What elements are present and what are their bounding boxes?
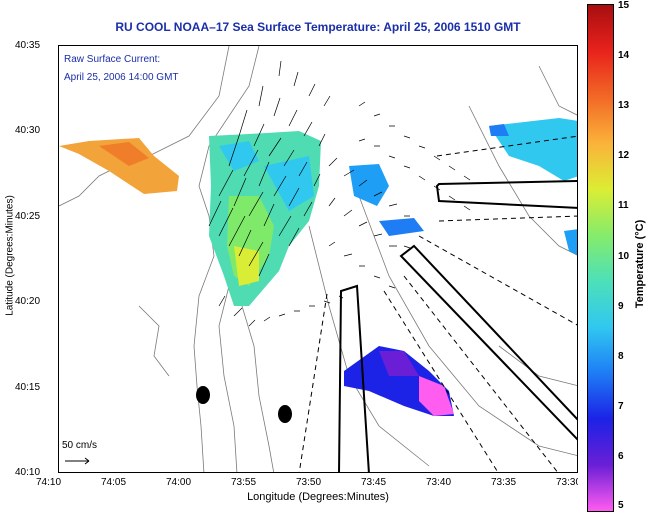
y-tick: 40:15 <box>15 382 41 393</box>
x-tick: 74:10 <box>36 477 62 488</box>
colorbar-tick: 7 <box>618 401 624 412</box>
colorbar-tick: 11 <box>618 200 629 211</box>
x-tick: 73:35 <box>491 477 517 488</box>
overlay-line-2: April 25, 2006 14:00 GMT <box>64 72 179 83</box>
y-tick: 40:10 <box>15 467 41 478</box>
map-plot[interactable]: Raw Surface Current: April 25, 2006 14:0… <box>58 45 578 473</box>
x-tick: 74:05 <box>101 477 127 488</box>
x-tick: 73:50 <box>296 477 322 488</box>
x-tick: 73:55 <box>231 477 257 488</box>
colorbar-tick: 9 <box>618 301 624 312</box>
colorbar-tick: 12 <box>618 150 630 161</box>
x-tick: 73:40 <box>426 477 452 488</box>
map-canvas <box>59 46 577 472</box>
y-tick: 40:25 <box>15 211 41 222</box>
overlay-line-1: Raw Surface Current: <box>64 54 161 65</box>
x-tick: 73:30 <box>556 477 578 488</box>
station-marker <box>196 386 210 404</box>
coastline <box>59 46 577 472</box>
colorbar-tick: 10 <box>618 251 630 262</box>
coverage-outlines <box>298 135 577 472</box>
y-tick: 40:35 <box>15 40 41 51</box>
station-marker <box>278 405 292 423</box>
x-axis-label: Longitude (Degrees:Minutes) <box>247 491 389 503</box>
scale-arrow <box>65 457 90 465</box>
sst-patches <box>59 118 577 416</box>
colorbar-tick: 6 <box>618 451 624 462</box>
y-axis-label: Latitude (Degrees:Minutes) <box>4 195 16 316</box>
colorbar-label: Temperature (°C) <box>634 219 646 309</box>
colorbar-tick: 5 <box>618 500 624 511</box>
colorbar-tick: 15 <box>618 0 630 11</box>
x-tick: 73:45 <box>361 477 387 488</box>
colorbar-tick: 14 <box>618 50 630 61</box>
y-tick: 40:30 <box>15 125 41 136</box>
colorbar-tick: 8 <box>618 351 624 362</box>
colorbar-tick: 13 <box>618 100 630 111</box>
map-title: RU COOL NOAA–17 Sea Surface Temperature:… <box>115 20 521 34</box>
temperature-colorbar <box>587 4 614 512</box>
x-tick: 74:00 <box>166 477 192 488</box>
scale-label: 50 cm/s <box>62 440 98 451</box>
y-tick: 40:20 <box>15 296 41 307</box>
